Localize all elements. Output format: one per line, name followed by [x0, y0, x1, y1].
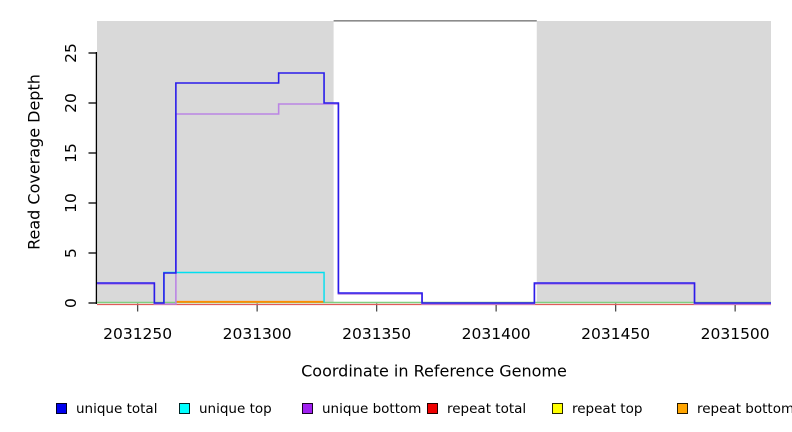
y-tick-label: 25	[62, 43, 80, 63]
x-axis-title: Coordinate in Reference Genome	[301, 361, 567, 381]
legend-swatch-unique-top	[179, 403, 190, 414]
legend-label: repeat total	[447, 400, 527, 417]
legend-item-repeat-bottom: repeat bottom	[677, 400, 792, 417]
shaded-region	[536, 21, 771, 303]
legend-swatch-repeat-top	[552, 403, 563, 414]
legend-label: unique total	[76, 400, 158, 417]
legend-item-repeat-total: repeat total	[427, 400, 527, 417]
y-tick-label: 0	[62, 298, 80, 308]
legend-swatch-repeat-bottom	[677, 403, 688, 414]
x-tick-label: 2031300	[222, 325, 292, 343]
legend-label: repeat top	[572, 400, 643, 417]
y-axis-title: Read Coverage Depth	[24, 74, 44, 250]
x-tick-label: 2031400	[461, 325, 531, 343]
y-tick-label: 15	[62, 143, 80, 163]
legend-label: unique bottom	[322, 400, 422, 417]
legend-label: repeat bottom	[697, 400, 792, 417]
legend-item-unique-top: unique top	[179, 400, 272, 417]
x-tick-label: 2031350	[342, 325, 412, 343]
legend-item-unique-total: unique total	[56, 400, 158, 417]
series-unique-total-line	[97, 72, 771, 304]
y-tick-label: 5	[62, 248, 80, 258]
shaded-region	[97, 21, 334, 303]
x-tick-label: 2031450	[581, 325, 651, 343]
x-tick-label: 2031500	[700, 325, 770, 343]
legend-label: unique top	[199, 400, 272, 417]
legend-item-repeat-top: repeat top	[552, 400, 643, 417]
legend-swatch-unique-total	[56, 403, 67, 414]
y-tick-label: 20	[62, 93, 80, 113]
legend-item-unique-bottom: unique bottom	[302, 400, 422, 417]
x-tick-label: 2031250	[103, 325, 173, 343]
legend-swatch-repeat-total	[427, 403, 438, 414]
legend-swatch-unique-bottom	[302, 403, 313, 414]
y-tick-label: 10	[62, 193, 80, 213]
